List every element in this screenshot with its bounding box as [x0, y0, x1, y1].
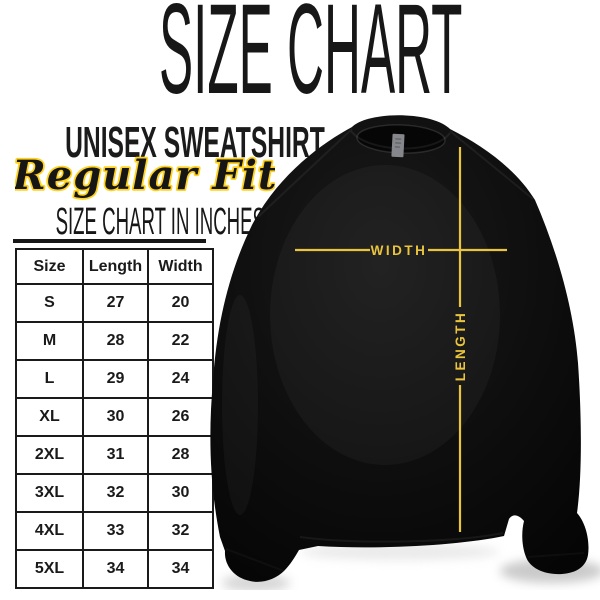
width-cell: 34: [147, 549, 214, 589]
size-cell: 2XL: [15, 435, 84, 475]
column-header-width: Width: [147, 248, 214, 285]
table-title: SIZE CHART IN INCHES: [55, 201, 265, 243]
sweatshirt-photo: WIDTH LENGTH: [210, 115, 600, 590]
table-header-row: Size Length Width: [15, 248, 214, 285]
width-label: WIDTH: [371, 243, 428, 258]
size-cell: 3XL: [15, 473, 84, 513]
sweatshirt-body: [210, 115, 589, 582]
table-title-underline: [13, 239, 206, 243]
width-cell: 30: [147, 473, 214, 513]
column-header-size: Size: [15, 248, 84, 285]
table-row: 5XL 34 34: [15, 549, 214, 589]
table-row: M 28 22: [15, 321, 214, 361]
measurement-overlay: [295, 147, 507, 532]
size-cell: S: [15, 283, 84, 323]
fabric-seams: [257, 128, 534, 543]
size-cell: L: [15, 359, 84, 399]
length-cell: 30: [82, 397, 149, 437]
size-table: Size Length Width S 27 20 M 28 22 L 29 2…: [15, 248, 214, 589]
table-row: 4XL 33 32: [15, 511, 214, 551]
table-row: XL 30 26: [15, 397, 214, 437]
length-label: LENGTH: [453, 311, 468, 382]
fit-label: Regular Fit: [15, 152, 275, 199]
length-cell: 31: [82, 435, 149, 475]
width-cell: 22: [147, 321, 214, 361]
page-title: SIZE CHART: [159, 0, 463, 121]
column-header-length: Length: [82, 248, 149, 285]
size-cell: 4XL: [15, 511, 84, 551]
length-cell: 27: [82, 283, 149, 323]
width-cell: 32: [147, 511, 214, 551]
care-tag: [391, 133, 405, 158]
fit-label-graphic: Regular Fit: [15, 150, 275, 201]
table-row: L 29 24: [15, 359, 214, 399]
width-cell: 20: [147, 283, 214, 323]
table-row: 2XL 31 28: [15, 435, 214, 475]
table-row: S 27 20: [15, 283, 214, 323]
size-cell: 5XL: [15, 549, 84, 589]
length-cell: 28: [82, 321, 149, 361]
length-cell: 29: [82, 359, 149, 399]
width-cell: 24: [147, 359, 214, 399]
length-cell: 34: [82, 549, 149, 589]
table-row: 3XL 32 30: [15, 473, 214, 513]
size-cell: XL: [15, 397, 84, 437]
length-cell: 32: [82, 473, 149, 513]
size-cell: M: [15, 321, 84, 361]
length-cell: 33: [82, 511, 149, 551]
